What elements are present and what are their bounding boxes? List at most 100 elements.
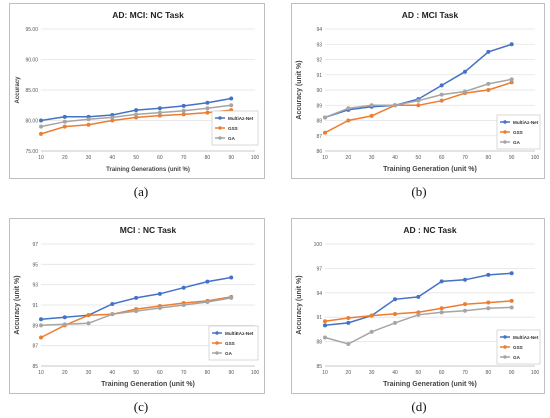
x-tick-label: 40 bbox=[110, 370, 116, 376]
chart-panel-a: AD: MCI: NC Task 75.00 80.00 85.00 90.00 95.0… bbox=[9, 3, 265, 179]
data-point bbox=[134, 112, 139, 117]
y-tick-label: 88 bbox=[316, 119, 322, 125]
y-tick-label: 85 bbox=[32, 364, 38, 370]
data-point bbox=[463, 302, 467, 307]
data-point bbox=[439, 279, 444, 284]
data-point bbox=[134, 108, 139, 113]
data-point bbox=[369, 313, 374, 318]
legend-marker bbox=[503, 140, 507, 144]
y-tick-label: 90.00 bbox=[25, 58, 38, 64]
data-point bbox=[39, 131, 43, 136]
legend-marker bbox=[503, 120, 507, 124]
chart-frame bbox=[9, 218, 265, 394]
x-tick-label: 70 bbox=[181, 370, 187, 376]
data-point bbox=[323, 335, 327, 340]
x-tick-label: 100 bbox=[251, 155, 260, 161]
data-point bbox=[157, 291, 162, 296]
legend-marker bbox=[215, 331, 219, 335]
x-tick-label: 90 bbox=[509, 370, 515, 376]
y-tick-label: 87 bbox=[316, 134, 322, 140]
legend-label: GA bbox=[513, 355, 521, 360]
data-point bbox=[205, 279, 210, 284]
legend-label: GSS bbox=[225, 341, 235, 346]
legend-marker bbox=[503, 345, 507, 349]
x-tick-label: 90 bbox=[228, 370, 234, 376]
data-point bbox=[346, 118, 351, 123]
y-axis-title: Accuracy bbox=[15, 76, 21, 104]
y-tick-label: 86 bbox=[316, 149, 322, 155]
data-point bbox=[463, 69, 467, 74]
data-point bbox=[369, 103, 374, 108]
x-tick-label: 50 bbox=[416, 370, 422, 376]
data-point bbox=[463, 308, 467, 313]
x-tick-label: 70 bbox=[462, 370, 468, 376]
x-tick-label: 90 bbox=[509, 155, 515, 161]
data-point bbox=[393, 311, 397, 316]
chart-title: AD: MCI: NC Task bbox=[112, 10, 184, 20]
data-point bbox=[439, 306, 444, 311]
data-point bbox=[509, 42, 514, 47]
x-axis-title: Training Generation (unit %) bbox=[383, 166, 477, 173]
y-axis-title: Accuracy (unit %) bbox=[296, 60, 303, 119]
data-point bbox=[229, 96, 234, 101]
y-tick-label: 97 bbox=[32, 242, 38, 248]
data-point bbox=[323, 130, 327, 135]
data-point bbox=[463, 89, 467, 94]
y-tick-label: 92 bbox=[316, 58, 322, 64]
data-point bbox=[416, 98, 421, 103]
x-tick-label: 50 bbox=[133, 155, 139, 161]
data-point bbox=[439, 83, 444, 88]
y-tick-label: 93 bbox=[316, 42, 322, 48]
data-point bbox=[62, 124, 67, 129]
data-point bbox=[39, 323, 43, 328]
data-point bbox=[229, 295, 234, 300]
legend-marker bbox=[218, 126, 222, 130]
y-axis-title: Accuracy (unit %) bbox=[296, 275, 303, 334]
data-point bbox=[181, 112, 186, 117]
data-point bbox=[346, 106, 351, 111]
x-tick-label: 60 bbox=[439, 370, 445, 376]
y-tick-label: 89 bbox=[32, 323, 38, 329]
data-point bbox=[39, 335, 43, 340]
data-point bbox=[509, 77, 514, 82]
legend-label: MultiAz-Net bbox=[513, 335, 539, 340]
chart-svg: MCI : NC Task 85 87 89 91 93 95 97 10 20 30 40 50 60 7… bbox=[9, 218, 265, 394]
data-point bbox=[486, 81, 491, 86]
data-point bbox=[205, 106, 210, 111]
chart-panel-c: MCI : NC Task 85 87 89 91 93 95 97 10 20 30 40 50 60 7… bbox=[9, 218, 265, 394]
data-point bbox=[486, 49, 491, 54]
x-tick-label: 70 bbox=[181, 155, 187, 161]
data-point bbox=[416, 103, 421, 108]
panel-label-c: (c) bbox=[133, 399, 149, 414]
panel-label-b: (b) bbox=[411, 184, 427, 199]
data-point bbox=[323, 323, 327, 328]
chart-title: AD : MCI Task bbox=[402, 10, 459, 20]
x-tick-label: 90 bbox=[228, 155, 234, 161]
data-point bbox=[62, 114, 67, 119]
data-point bbox=[463, 277, 467, 282]
data-point bbox=[86, 321, 91, 326]
y-tick-label: 91 bbox=[32, 303, 38, 309]
data-point bbox=[346, 320, 351, 325]
chart-panel-d: AD : NC Task 85 88 91 94 97 100 10 20 30 40 50 60 70 8… bbox=[291, 218, 545, 394]
y-tick-label: 85 bbox=[316, 364, 322, 370]
data-point bbox=[486, 300, 491, 305]
x-tick-label: 60 bbox=[439, 155, 445, 161]
x-tick-label: 10 bbox=[38, 155, 44, 161]
x-tick-label: 80 bbox=[205, 155, 211, 161]
y-axis-title: Accuracy (unit %) bbox=[14, 275, 21, 334]
legend-marker bbox=[215, 351, 219, 355]
x-tick-label: 40 bbox=[392, 155, 398, 161]
x-tick-label: 30 bbox=[86, 155, 92, 161]
x-tick-label: 60 bbox=[157, 370, 163, 376]
data-point bbox=[393, 320, 397, 325]
data-point bbox=[39, 118, 43, 123]
x-tick-label: 10 bbox=[322, 370, 328, 376]
x-tick-label: 80 bbox=[205, 370, 211, 376]
y-tick-label: 95.00 bbox=[25, 27, 38, 33]
x-tick-label: 40 bbox=[110, 155, 116, 161]
x-tick-label: 30 bbox=[369, 155, 375, 161]
data-point bbox=[157, 106, 162, 111]
data-point bbox=[369, 329, 374, 334]
x-tick-label: 20 bbox=[62, 370, 68, 376]
